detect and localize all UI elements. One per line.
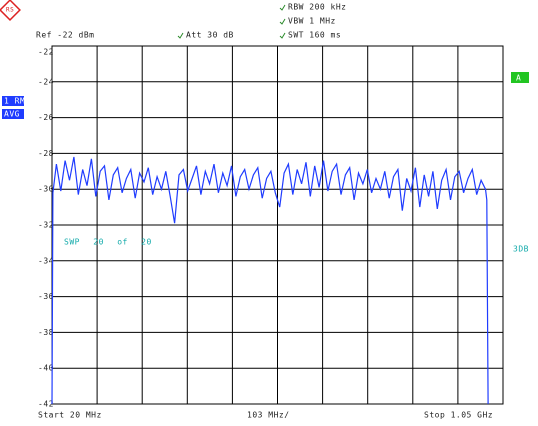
trace-mode-box <box>2 96 24 106</box>
sweep-count: SWP 20 of 20 <box>64 238 152 247</box>
span-per-div: 103 MHz/ <box>247 411 290 420</box>
attenuation: Att 30 dB <box>186 31 234 40</box>
vbw: VBW 1 MHz <box>288 17 336 26</box>
trace-mode: 1 RM <box>4 97 25 106</box>
ref-level: Ref -22 dBm <box>36 31 94 40</box>
trace <box>51 156 489 405</box>
rbw: RBW 200 kHz <box>288 3 346 12</box>
detector: AVG <box>4 110 20 119</box>
y-tick-label: -34 <box>38 256 54 265</box>
swt: SWT 160 ms <box>288 31 341 40</box>
y-tick-label: -38 <box>38 328 54 337</box>
stop-freq: Stop 1.05 GHz <box>424 411 493 420</box>
svg-text:RS: RS <box>6 7 14 14</box>
y-tick-label: -22 <box>38 48 54 57</box>
check-marks <box>177 4 286 39</box>
y-tick-label: -40 <box>38 364 54 373</box>
marker: A <box>516 74 521 83</box>
logo: RS <box>0 0 21 21</box>
y-tick-label: -26 <box>38 113 54 122</box>
y-tick-label: -28 <box>38 149 54 158</box>
y-tick-label: -32 <box>38 221 54 230</box>
marker-box <box>511 72 529 83</box>
y-tick-label: -42 <box>38 400 54 409</box>
start-freq: Start 20 MHz <box>38 411 102 420</box>
y-tick-label: -36 <box>38 292 54 301</box>
right-note: 3DB <box>513 245 529 254</box>
detector-box <box>2 109 24 119</box>
y-tick-label: -30 <box>38 185 54 194</box>
y-tick-label: -24 <box>38 77 54 86</box>
